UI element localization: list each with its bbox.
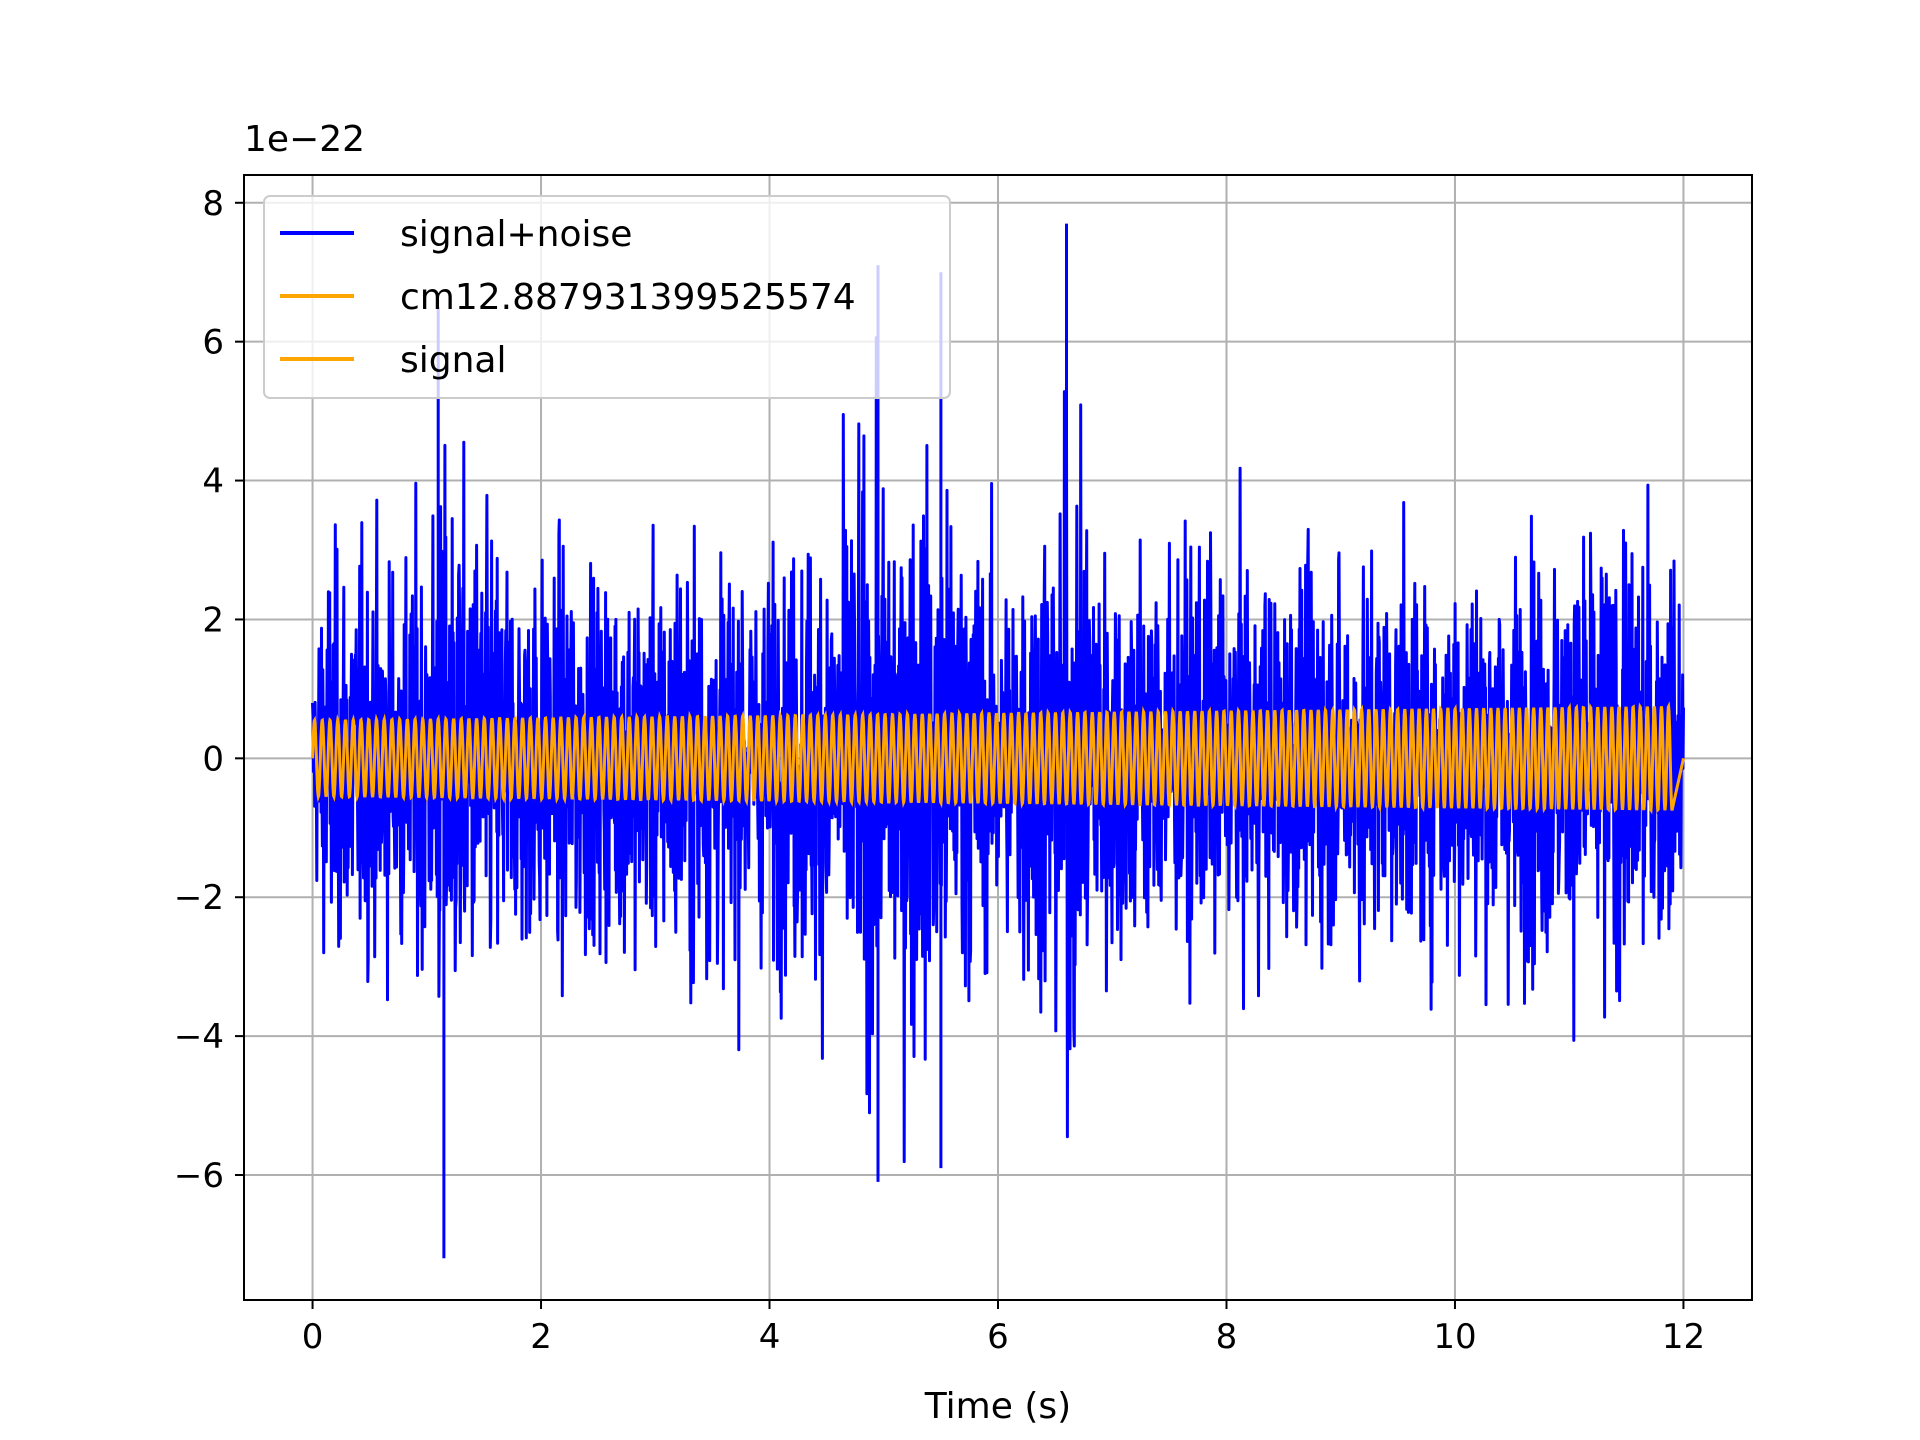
y-axis: −6 −4 −2 0 2 4 6 8: [174, 184, 244, 1196]
series-signal-noise: [311, 223, 1685, 1259]
x-axis: 0 2 4 6 8 10 12: [302, 1300, 1705, 1357]
x-tick-label: 2: [530, 1317, 552, 1357]
x-tick-label: 10: [1433, 1317, 1476, 1357]
x-tick-label: 12: [1662, 1317, 1705, 1357]
y-tick-label: 2: [202, 600, 224, 640]
y-offset-label: 1e−22: [244, 119, 365, 160]
x-tick-label: 4: [759, 1317, 781, 1357]
legend-box: [263, 195, 951, 399]
y-tick-label: 6: [202, 323, 224, 363]
y-tick-label: 0: [202, 739, 224, 779]
x-tick-label: 6: [987, 1317, 1009, 1357]
plot-area: [311, 223, 1685, 1259]
x-axis-title: Time (s): [924, 1386, 1071, 1427]
y-tick-label: 8: [202, 184, 224, 224]
legend-label: signal: [400, 340, 507, 381]
legend-label: signal+noise: [400, 214, 632, 255]
x-tick-label: 8: [1216, 1317, 1238, 1357]
x-tick-label: 0: [302, 1317, 324, 1357]
signal-line: [311, 701, 1685, 815]
legend-label: cm12.887931399525574: [400, 277, 856, 318]
signal-noise-line: [311, 223, 1685, 1259]
y-tick-label: 4: [202, 462, 224, 502]
legend: signal+noise cm12.887931399525574 signal: [263, 195, 951, 399]
y-tick-label: −6: [174, 1156, 224, 1196]
series-signal: [311, 701, 1685, 815]
y-tick-label: −2: [174, 878, 224, 918]
y-tick-label: −4: [174, 1017, 224, 1057]
